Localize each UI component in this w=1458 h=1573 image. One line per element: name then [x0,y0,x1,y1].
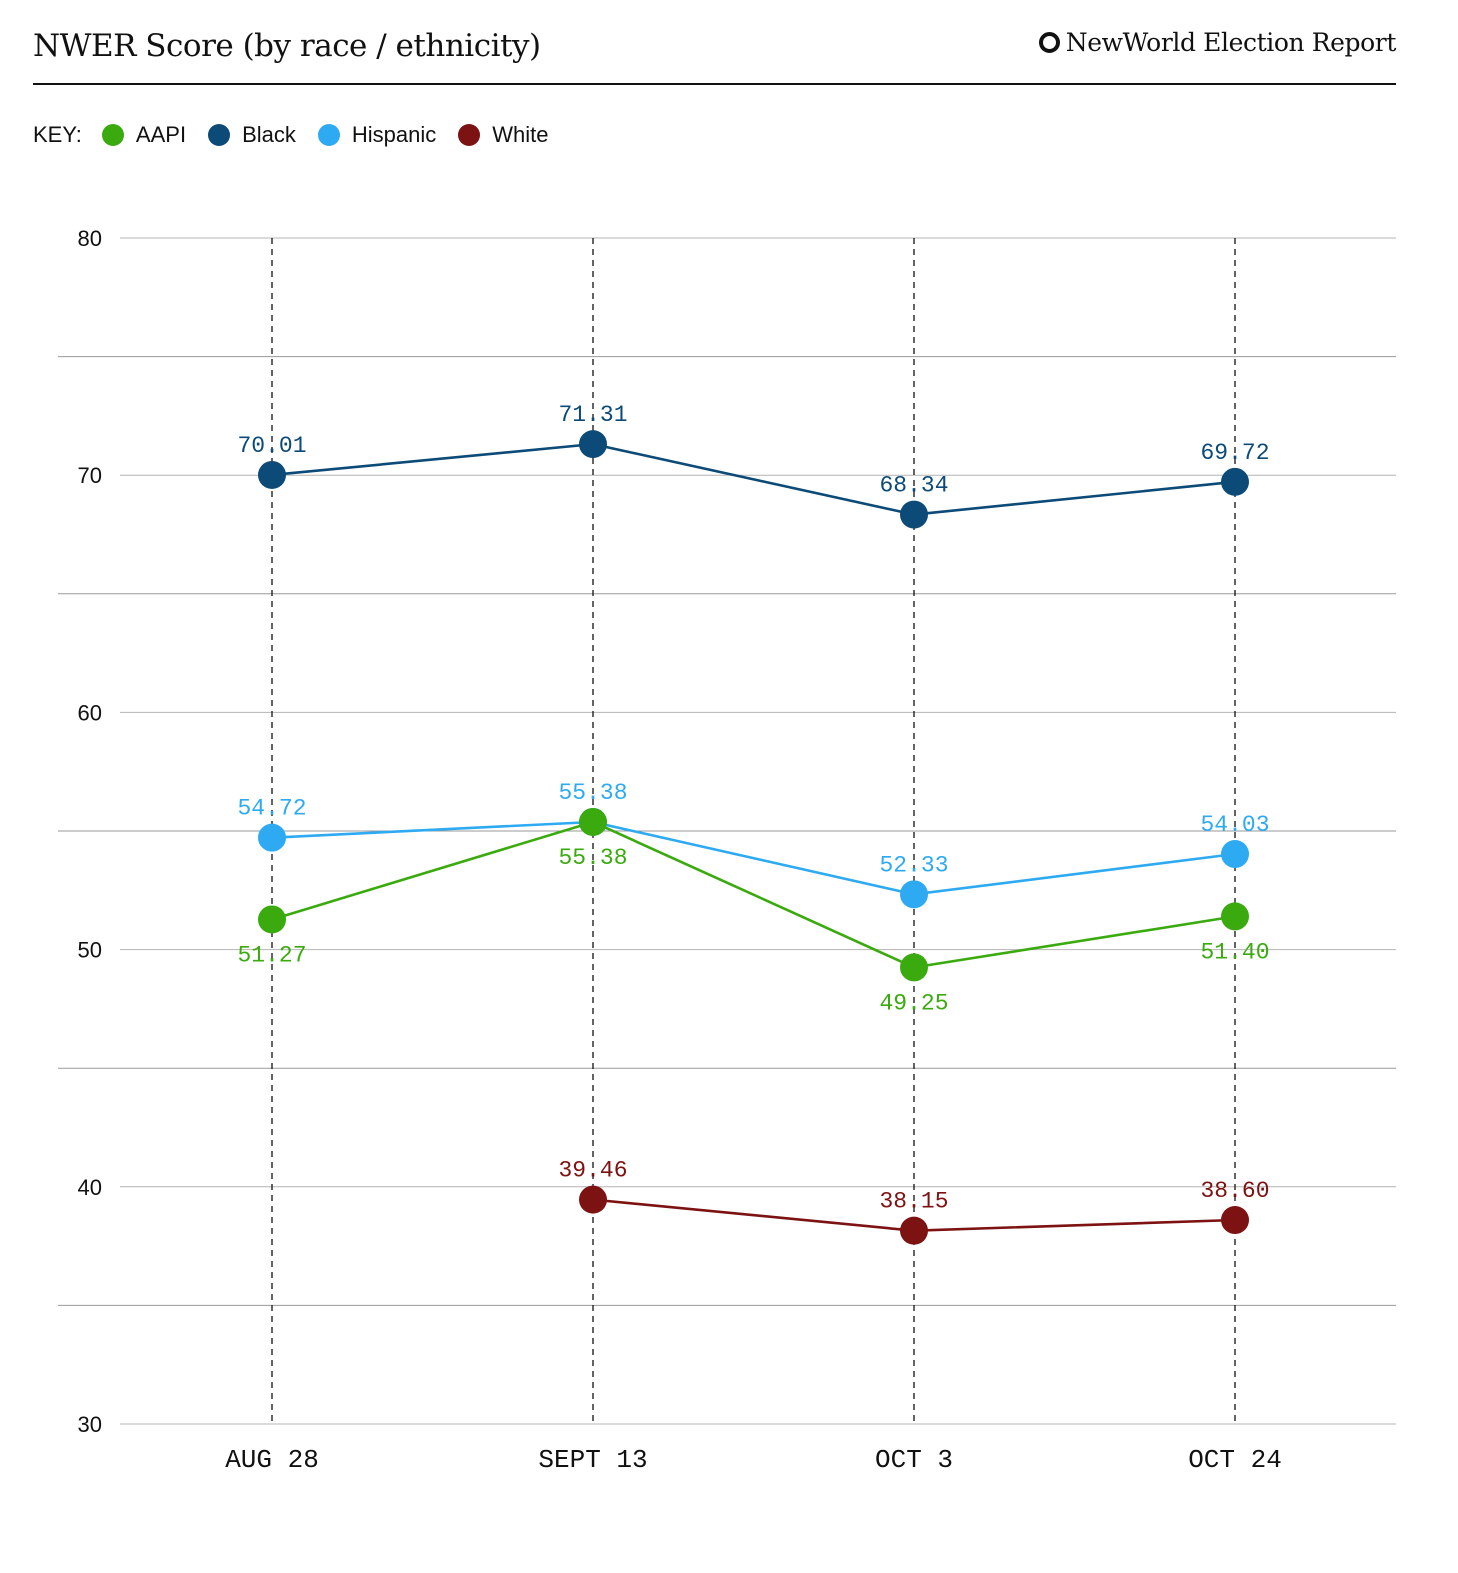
header-divider [33,83,1396,85]
y-tick-label: 30 [78,1412,102,1437]
data-point-aapi [1221,902,1249,931]
brand-logo-icon [1038,32,1060,53]
data-label-white: 38.15 [879,1189,948,1215]
x-tick-label: AUG 28 [225,1445,319,1475]
x-tick-label: OCT 3 [875,1445,953,1475]
legend-label-hispanic: Hispanic [351,122,437,147]
series-line-hispanic [271,820,1236,896]
series-line-black [271,442,1236,516]
legend-swatch-hispanic [317,124,340,146]
data-point-aapi [258,905,286,934]
legend-swatch-white [458,124,481,146]
data-label-black: 69.72 [1200,440,1269,466]
data-label-hispanic: 54.03 [1200,812,1269,838]
y-tick-label: 70 [78,463,102,488]
data-label-aapi: 55.38 [558,845,627,871]
data-point-black [1221,467,1249,496]
legend-label-aapi: AAPI [135,122,187,147]
data-point-black [900,500,928,529]
legend-title: KEY: [33,122,82,147]
legend-label-black: Black [242,122,296,147]
legend-swatch-aapi [101,124,124,146]
x-tick-label: OCT 24 [1188,1445,1282,1475]
data-point-hispanic [258,823,286,852]
brand-name: NewWorld Election Report [1065,28,1397,57]
chart-title: NWER Score (by race / ethnicity) [33,28,541,64]
data-point-white [900,1216,928,1245]
legend-swatch-black [208,124,231,146]
data-label-black: 68.34 [879,473,948,499]
data-label-black: 71.31 [558,402,627,428]
data-point-hispanic [1221,840,1249,869]
y-tick-label: 40 [78,1175,102,1200]
data-label-aapi: 51.40 [1200,939,1269,965]
x-tick-label: SEPT 13 [538,1445,647,1475]
data-label-hispanic: 55.38 [558,780,627,806]
data-point-aapi [579,807,607,836]
data-point-black [579,430,607,459]
data-point-aapi [900,953,928,982]
legend-item-hispanic: Hispanic [317,122,437,148]
y-tick-label: 60 [78,700,102,725]
data-label-hispanic: 52.33 [879,852,948,878]
data-label-white: 38.60 [1200,1178,1269,1204]
legend-label-white: White [492,122,549,147]
data-label-aapi: 49.25 [879,990,948,1016]
data-point-white [579,1185,607,1214]
y-tick-label: 80 [78,226,102,251]
brand: NewWorld Election Report [1038,28,1397,57]
data-label-aapi: 51.27 [237,942,306,968]
data-point-black [258,460,286,489]
data-point-hispanic [900,880,928,909]
legend-item-black: Black [208,122,296,148]
series-line-aapi [271,820,1236,969]
data-label-black: 70.01 [237,433,306,459]
legend-item-white: White [458,122,548,148]
data-point-white [1221,1206,1249,1235]
data-label-hispanic: 54.72 [237,796,306,822]
y-tick-label: 50 [78,938,102,963]
legend: KEY: AAPI Black Hispanic White [33,122,570,148]
data-label-white: 39.46 [558,1158,627,1184]
legend-item-aapi: AAPI [101,122,187,148]
